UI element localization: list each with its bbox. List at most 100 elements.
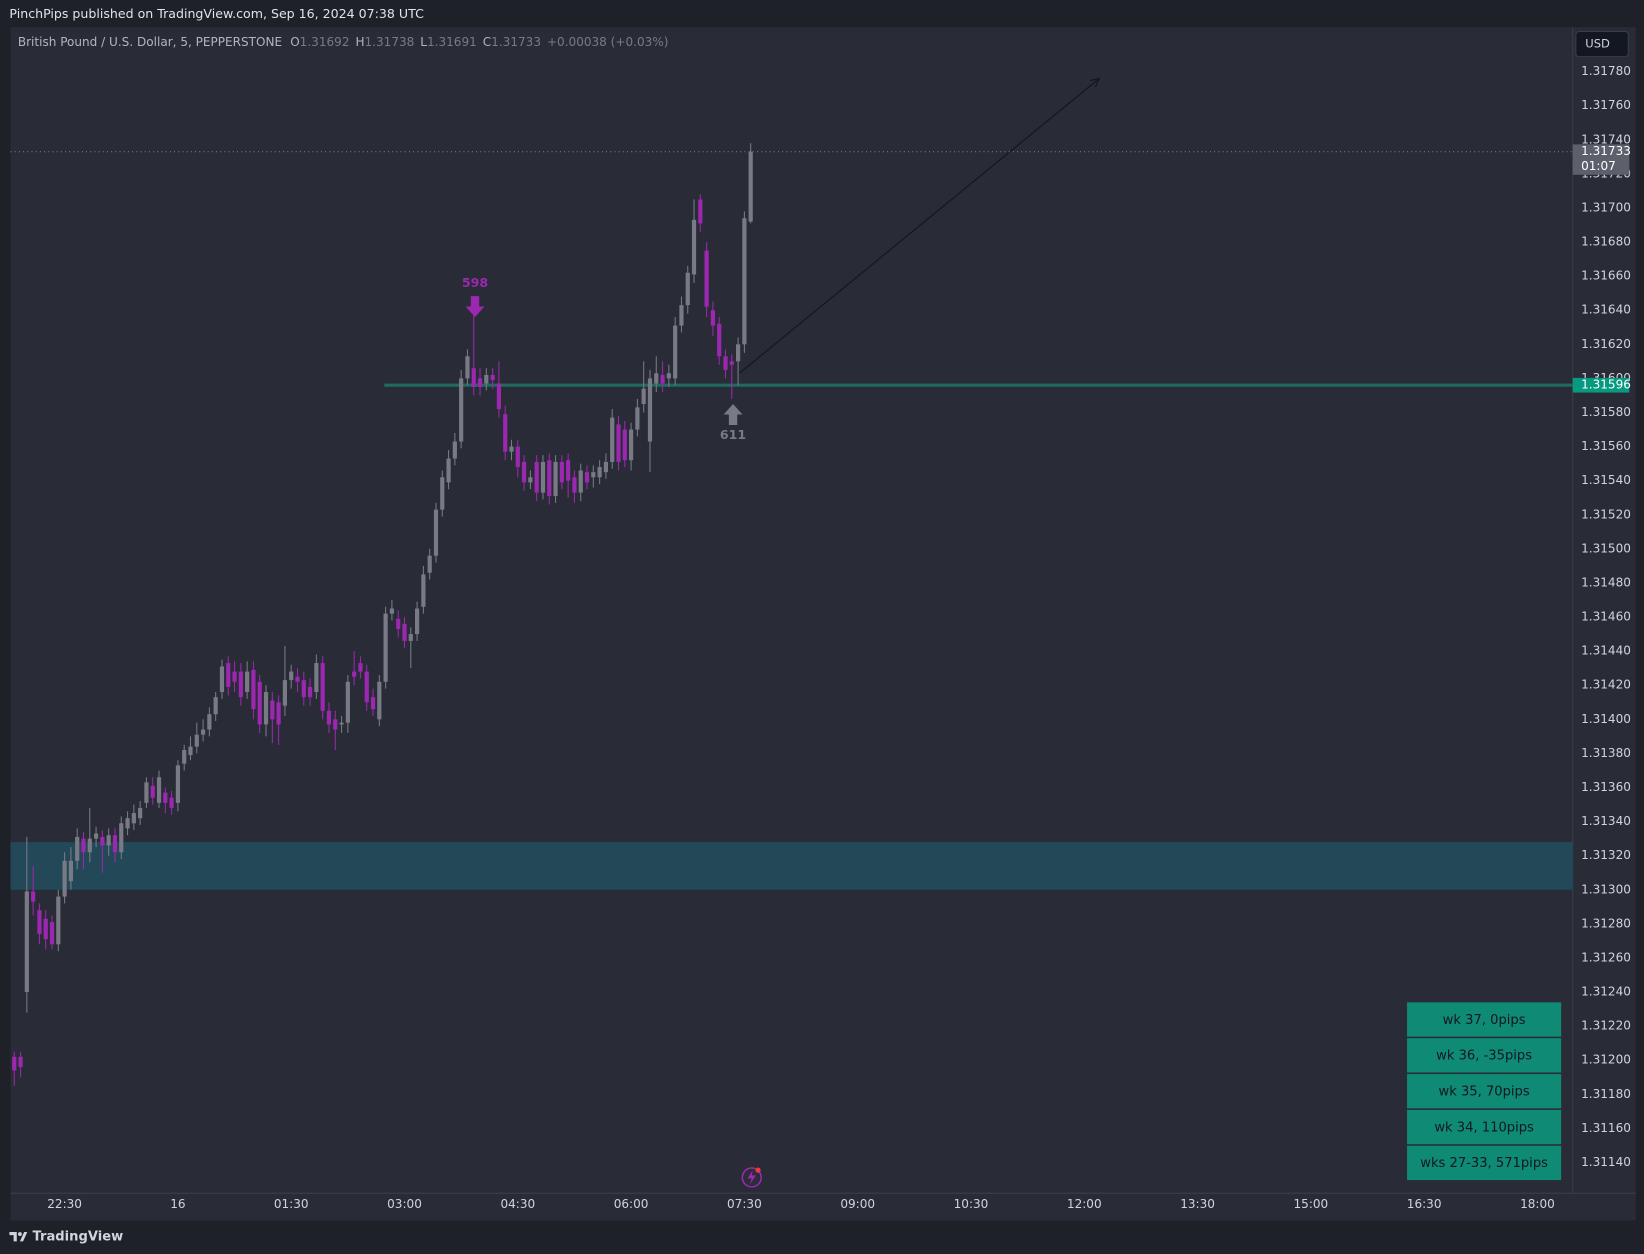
candle-body xyxy=(295,676,300,682)
x-tick-label: 06:00 xyxy=(614,1197,649,1211)
y-tick-label: 1.31400 xyxy=(1581,712,1631,726)
x-tick-label: 09:00 xyxy=(840,1197,875,1211)
stats-cell xyxy=(1407,1002,1562,1037)
y-tick-label: 1.31580 xyxy=(1581,405,1631,419)
candle-body xyxy=(471,368,476,387)
stats-text: wk 36, -35pips xyxy=(1436,1049,1532,1064)
x-tick-label: 13:30 xyxy=(1180,1197,1215,1211)
y-tick-label: 1.31460 xyxy=(1581,610,1631,624)
candle-body xyxy=(100,836,105,846)
x-tick-label: 01:30 xyxy=(274,1197,309,1211)
trend-arrow-head xyxy=(1090,77,1101,88)
y-tick-label: 1.31340 xyxy=(1581,814,1631,828)
signal-label: 598 xyxy=(462,275,488,290)
candle-body xyxy=(226,663,231,687)
y-tick-label: 1.31680 xyxy=(1581,235,1631,249)
stats-cell xyxy=(1407,1038,1562,1073)
currency-label[interactable]: USD xyxy=(1585,37,1610,51)
candle-body xyxy=(402,623,407,641)
stats-cell xyxy=(1407,1074,1562,1109)
stats-text: wk 34, 110pips xyxy=(1434,1120,1534,1135)
candle-body xyxy=(465,356,470,379)
candle-body xyxy=(37,910,42,935)
y-tick-label: 1.31740 xyxy=(1581,132,1631,146)
legend-close: 1.31733 xyxy=(491,34,541,48)
candle-body xyxy=(433,509,439,556)
candle-body xyxy=(314,663,319,693)
brand-mark xyxy=(9,1231,28,1242)
brand-logo xyxy=(9,1231,28,1242)
signal-label: 611 xyxy=(720,427,746,442)
candle-body xyxy=(289,671,294,681)
candle-body xyxy=(112,835,118,853)
candle-body xyxy=(163,792,168,803)
axis-layer: 1.31140 1.31160 1.31180 1.31200 1.31220 1.312… xyxy=(47,64,1631,1211)
candle-body xyxy=(24,891,29,993)
candle-body xyxy=(584,472,590,483)
stats-text: wks 27-33, 571pips xyxy=(1420,1156,1548,1171)
candle-body xyxy=(43,918,48,940)
candle-body xyxy=(408,634,413,641)
candle-body xyxy=(578,470,583,493)
candle-body xyxy=(654,373,659,384)
y-tick-label: 1.31540 xyxy=(1581,473,1631,487)
chart-panel xyxy=(10,27,1636,1221)
alert-dot xyxy=(755,1167,761,1173)
candle-body xyxy=(276,702,281,725)
candle-body xyxy=(138,807,143,819)
candle-body xyxy=(31,891,36,902)
candle-body xyxy=(704,250,709,307)
candle-body xyxy=(125,818,130,829)
y-tick-label: 1.31200 xyxy=(1581,1053,1631,1067)
candle-body xyxy=(515,446,520,468)
candle-body xyxy=(93,833,99,839)
candle-body xyxy=(150,785,155,798)
last-price-label: 1.31733 xyxy=(1581,144,1631,158)
candle-body xyxy=(729,361,734,365)
stats-text: wk 35, 70pips xyxy=(1439,1084,1530,1099)
x-tick-label: 15:00 xyxy=(1294,1197,1329,1211)
candle-body xyxy=(12,1056,17,1071)
candle-body xyxy=(251,669,256,710)
y-tick-label: 1.31700 xyxy=(1581,200,1631,214)
y-tick-label: 1.31300 xyxy=(1581,882,1631,896)
candle-body xyxy=(213,697,218,715)
candle-body xyxy=(427,555,432,573)
candle-body xyxy=(377,681,382,720)
candle-body xyxy=(119,823,124,853)
candle-body xyxy=(547,460,552,497)
demand-zone xyxy=(10,842,1573,890)
candle-body xyxy=(383,613,388,682)
x-tick-label: 07:30 xyxy=(727,1197,762,1211)
signal-arrow xyxy=(723,403,743,425)
legend-key: C xyxy=(483,34,491,48)
y-tick-label: 1.31240 xyxy=(1581,985,1631,999)
x-tick-label: 04:30 xyxy=(500,1197,535,1211)
candle-body xyxy=(622,429,627,461)
y-tick-label: 1.31480 xyxy=(1581,575,1631,589)
y-tick-label: 1.31280 xyxy=(1581,916,1631,930)
candle-body xyxy=(723,356,728,370)
y-tick-label: 1.31500 xyxy=(1581,541,1631,555)
candle-body xyxy=(477,378,483,387)
candle-body xyxy=(603,461,609,473)
y-tick-label: 1.31320 xyxy=(1581,848,1631,862)
y-tick-label: 1.31140 xyxy=(1581,1155,1631,1169)
candle-body xyxy=(345,681,350,723)
candle-body xyxy=(320,663,325,711)
y-tick-label: 1.31220 xyxy=(1581,1019,1631,1033)
candle-body xyxy=(339,722,344,725)
legend-key: L xyxy=(420,34,427,48)
candle-body xyxy=(597,467,602,478)
y-tick-label: 1.31260 xyxy=(1581,950,1631,964)
x-tick-label: 03:00 xyxy=(387,1197,422,1211)
alert-icon[interactable] xyxy=(741,1167,762,1188)
candle-body xyxy=(748,151,753,222)
candle-body xyxy=(685,272,690,306)
y-tick-label: 1.31520 xyxy=(1581,507,1631,521)
stats-cell xyxy=(1407,1145,1562,1181)
currency-button[interactable] xyxy=(1575,30,1629,58)
candle-body xyxy=(194,734,199,747)
candle-body xyxy=(282,680,288,706)
y-tick-label: 1.31640 xyxy=(1581,303,1631,317)
